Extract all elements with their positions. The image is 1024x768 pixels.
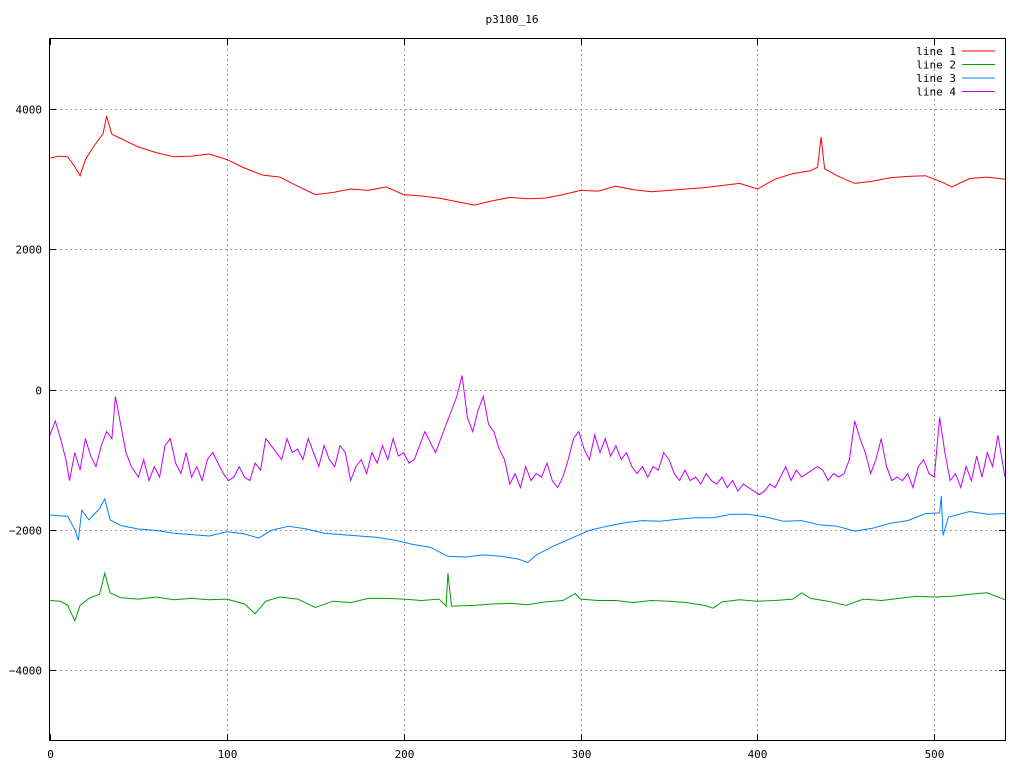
legend-label: line 4: [916, 86, 956, 99]
plot-frame: [49, 38, 1006, 741]
y-tick-label: 4000: [16, 104, 43, 117]
axis-ticks: 0 100 200 300 400 500 −4000 −2000 0 2000 4000: [9, 39, 1005, 761]
legend-label: line 2: [916, 59, 956, 72]
x-tick-label: 100: [218, 748, 238, 761]
series-2-line: [49, 571, 1006, 623]
series-1-line: [49, 115, 1006, 206]
series-group: [49, 115, 1006, 623]
y-tick-label: 2000: [16, 244, 43, 257]
y-tick-label: −2000: [9, 525, 42, 538]
grid: [50, 39, 1005, 740]
series-3-line: [49, 496, 1006, 564]
y-tick-label: −4000: [9, 665, 42, 678]
x-tick-label: 500: [925, 748, 945, 761]
x-tick-label: 0: [47, 748, 54, 761]
x-tick-label: 300: [572, 748, 592, 761]
series-4-line: [49, 375, 1006, 496]
y-tick-label: 0: [35, 385, 42, 398]
x-tick-label: 200: [395, 748, 415, 761]
legend-label: line 1: [916, 45, 956, 58]
x-tick-label: 400: [748, 748, 768, 761]
legend-label: line 3: [916, 72, 956, 85]
chart-title: p3100_16: [486, 13, 539, 26]
